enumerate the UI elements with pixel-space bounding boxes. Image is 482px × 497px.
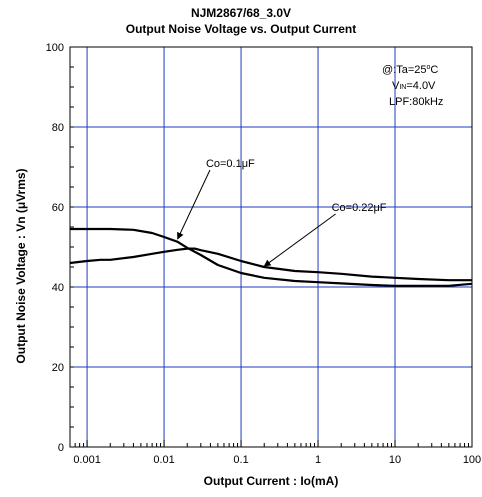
annotation-label: Co=0.22μF xyxy=(332,202,387,214)
y-tick-label: 20 xyxy=(52,362,64,374)
series-line xyxy=(69,247,472,282)
x-tick-label: 10 xyxy=(389,454,401,466)
series-line xyxy=(70,227,473,287)
x-tick-label: 0.001 xyxy=(73,454,101,466)
condition-vin: VIN=4.0V xyxy=(392,80,436,92)
y-tick-label: 40 xyxy=(52,282,64,294)
x-tick-label: 100 xyxy=(463,454,481,466)
x-tick-label: 0.1 xyxy=(233,454,248,466)
annotation-label: Co=0.1μF xyxy=(206,158,255,170)
condition-temperature: @:Ta=25oC xyxy=(382,64,439,76)
y-tick-label: 60 xyxy=(52,202,64,214)
annotation-arrow xyxy=(177,169,211,240)
y-tick-label: 100 xyxy=(46,42,64,54)
condition-lpf: LPF:80kHz xyxy=(389,96,444,108)
x-tick-label: 0.01 xyxy=(153,454,174,466)
y-axis-label: Output Noise Voltage : Vn (μVrms) xyxy=(14,168,28,364)
chart-subtitle: Output Noise Voltage vs. Output Current xyxy=(125,22,357,36)
chart-title: NJM2867/68_3.0V xyxy=(190,6,292,20)
y-tick-label: 80 xyxy=(52,122,64,134)
x-tick-label: 1 xyxy=(315,454,321,466)
y-tick-label: 0 xyxy=(58,442,64,454)
annotation-arrow xyxy=(263,213,336,267)
x-axis-label: Output Current : Io(mA) xyxy=(203,474,339,488)
